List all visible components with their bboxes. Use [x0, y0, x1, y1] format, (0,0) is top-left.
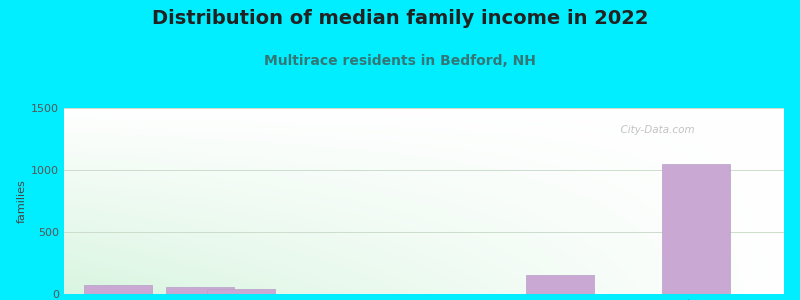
Text: Multirace residents in Bedford, NH: Multirace residents in Bedford, NH [264, 54, 536, 68]
Bar [526, 275, 594, 294]
Bar [84, 285, 152, 294]
Bar [206, 289, 274, 294]
Y-axis label: families: families [17, 179, 27, 223]
Bar [166, 287, 234, 294]
Bar [662, 164, 730, 294]
Text: Distribution of median family income in 2022: Distribution of median family income in … [152, 9, 648, 28]
Text: City-Data.com: City-Data.com [614, 125, 694, 135]
